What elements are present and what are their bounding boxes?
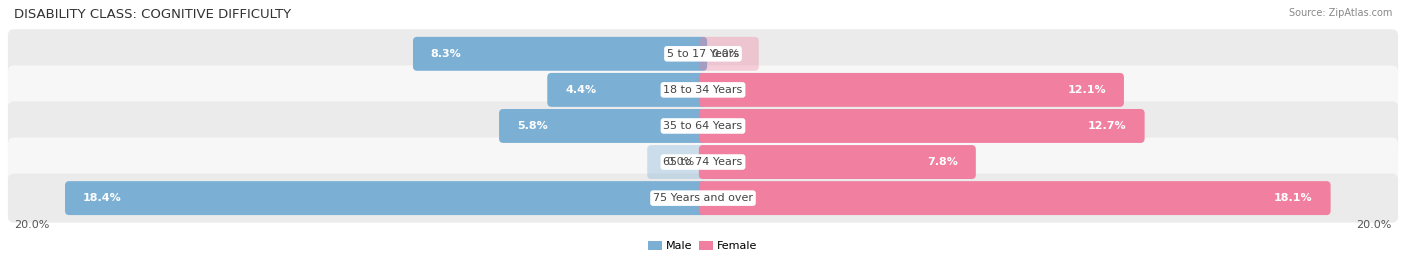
Text: 35 to 64 Years: 35 to 64 Years xyxy=(664,121,742,131)
FancyBboxPatch shape xyxy=(699,145,976,179)
Text: 18.4%: 18.4% xyxy=(83,193,122,203)
FancyBboxPatch shape xyxy=(547,73,707,107)
FancyBboxPatch shape xyxy=(8,65,1398,114)
FancyBboxPatch shape xyxy=(8,137,1398,187)
FancyBboxPatch shape xyxy=(499,109,707,143)
FancyBboxPatch shape xyxy=(8,29,1398,78)
FancyBboxPatch shape xyxy=(699,37,759,71)
Text: Source: ZipAtlas.com: Source: ZipAtlas.com xyxy=(1288,8,1392,18)
Text: 18.1%: 18.1% xyxy=(1274,193,1313,203)
Text: 0.0%: 0.0% xyxy=(711,49,740,59)
Text: 5.8%: 5.8% xyxy=(517,121,548,131)
Text: 20.0%: 20.0% xyxy=(1357,221,1392,230)
Text: 20.0%: 20.0% xyxy=(14,221,49,230)
Legend: Male, Female: Male, Female xyxy=(644,236,762,255)
FancyBboxPatch shape xyxy=(413,37,707,71)
Text: 18 to 34 Years: 18 to 34 Years xyxy=(664,85,742,95)
Text: 75 Years and over: 75 Years and over xyxy=(652,193,754,203)
FancyBboxPatch shape xyxy=(647,145,707,179)
Text: 5 to 17 Years: 5 to 17 Years xyxy=(666,49,740,59)
FancyBboxPatch shape xyxy=(8,101,1398,151)
Text: DISABILITY CLASS: COGNITIVE DIFFICULTY: DISABILITY CLASS: COGNITIVE DIFFICULTY xyxy=(14,8,291,21)
Text: 12.7%: 12.7% xyxy=(1088,121,1126,131)
Text: 4.4%: 4.4% xyxy=(565,85,596,95)
FancyBboxPatch shape xyxy=(699,73,1123,107)
Text: 0.0%: 0.0% xyxy=(666,157,695,167)
FancyBboxPatch shape xyxy=(699,109,1144,143)
Text: 7.8%: 7.8% xyxy=(927,157,957,167)
FancyBboxPatch shape xyxy=(699,181,1330,215)
FancyBboxPatch shape xyxy=(65,181,707,215)
Text: 65 to 74 Years: 65 to 74 Years xyxy=(664,157,742,167)
Text: 12.1%: 12.1% xyxy=(1067,85,1107,95)
FancyBboxPatch shape xyxy=(8,174,1398,223)
Text: 8.3%: 8.3% xyxy=(430,49,461,59)
